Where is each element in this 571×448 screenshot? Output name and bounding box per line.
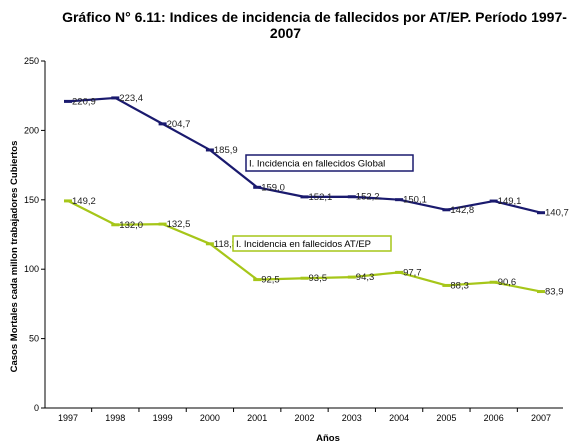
- y-tick-label: 50: [29, 334, 39, 344]
- x-tick-label: 1998: [105, 413, 125, 423]
- x-tick-label: 1997: [58, 413, 78, 423]
- series-2-data-label: 93,5: [309, 273, 328, 284]
- series-2-data-label: 132,5: [167, 219, 191, 230]
- chart-title-line-2: 2007: [269, 25, 302, 41]
- x-tick-label: 2002: [294, 413, 314, 423]
- series-2-data-label: 88,3: [450, 280, 469, 291]
- series-2-data-label: 92,5: [261, 275, 280, 286]
- chart-title-line-1: Gráfico N° 6.11: Indices de incidencia d…: [62, 9, 567, 25]
- y-tick-label: 200: [24, 125, 39, 135]
- series-1-data-label: 150,1: [403, 195, 427, 206]
- chart-title: Gráfico N° 6.11: Indices de incidencia d…: [0, 9, 571, 41]
- y-tick-label: 0: [34, 403, 39, 413]
- chart-axes: [44, 61, 563, 409]
- data-labels-layer: 220,9 223,4 204,7 185,9 159,0 152,1 152,2 150,1…: [72, 93, 569, 298]
- series-2-data-label: 132,0: [119, 220, 143, 231]
- x-tick-label: 2006: [484, 413, 504, 423]
- y-tick-label: 250: [24, 56, 39, 66]
- series-2-data-label: 149,2: [72, 196, 96, 207]
- series-2-data-label: 97,7: [403, 267, 422, 278]
- series-1-data-label: 220,9: [72, 96, 96, 107]
- series-2-data-label: 94,3: [356, 272, 375, 283]
- y-axis-title: Casos Mortales cada millon trabajadores …: [9, 141, 20, 373]
- series-1-data-label: 152,2: [356, 192, 380, 203]
- series-1-data-label: 185,9: [214, 145, 238, 156]
- legend-label-1: I. Incidencia en fallecidos Global: [249, 159, 385, 170]
- x-tick-label: 1999: [153, 413, 173, 423]
- x-axis-ticks: 1997 1998 1999 2000 2001 2002 2003 2004 2005 2006…: [58, 408, 551, 423]
- legend-box-1: [245, 154, 414, 172]
- legend-label-2: I. Incidencia en fallecidos AT/EP: [236, 239, 371, 250]
- series-1-data-label: 152,1: [309, 192, 333, 203]
- series-layer: [64, 96, 545, 294]
- y-tick-label: 100: [24, 264, 39, 274]
- series-1-data-label: 142,8: [450, 205, 474, 216]
- x-tick-label: 2003: [342, 413, 362, 423]
- legend-box-2: [232, 235, 392, 252]
- series-1-data-label: 140,7: [545, 208, 569, 219]
- series-1-data-label: 204,7: [167, 119, 191, 130]
- series-1-data-label: 159,0: [261, 182, 285, 193]
- series-1-data-label: 149,1: [498, 196, 522, 207]
- x-tick-label: 2004: [389, 413, 409, 423]
- y-axis-ticks: 0 50 100 150 200 250: [24, 56, 45, 413]
- x-tick-label: 2005: [436, 413, 456, 423]
- y-tick-label: 150: [24, 195, 39, 205]
- series-2-data-label: 90,6: [498, 277, 517, 288]
- x-axis-title: Años: [316, 433, 340, 444]
- series-1-data-label: 223,4: [119, 93, 143, 104]
- x-tick-label: 2001: [247, 413, 267, 423]
- series-2-data-label: 83,9: [545, 287, 564, 298]
- x-tick-label: 2000: [200, 413, 220, 423]
- legend-layer: I. Incidencia en fallecidos Global I. Inc…: [232, 154, 414, 252]
- series-2-data-label: 118,3: [214, 239, 237, 250]
- x-tick-label: 2007: [531, 413, 551, 423]
